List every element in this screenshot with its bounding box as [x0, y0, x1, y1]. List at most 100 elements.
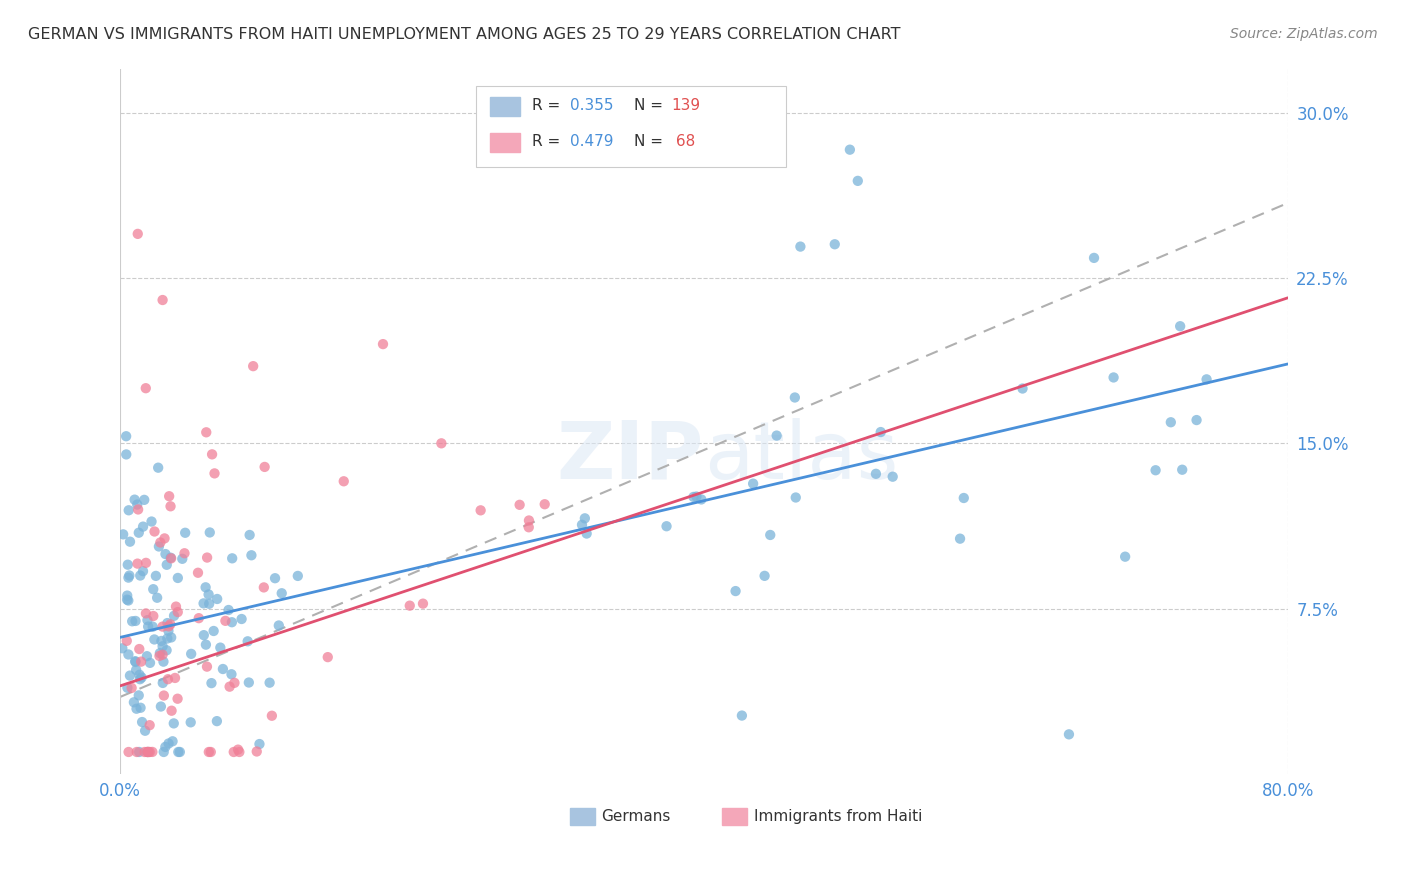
- Point: [239, 528, 262, 542]
- Point: [690, 492, 713, 507]
- Point: [371, 337, 394, 351]
- Point: [198, 597, 221, 611]
- Point: [156, 632, 179, 646]
- Point: [136, 745, 159, 759]
- Point: [204, 467, 226, 481]
- Point: [754, 569, 776, 583]
- Point: [165, 599, 187, 614]
- Point: [240, 548, 263, 562]
- Point: [169, 745, 191, 759]
- Point: [162, 734, 184, 748]
- Point: [142, 582, 165, 597]
- Point: [882, 469, 904, 483]
- Point: [118, 568, 141, 582]
- Point: [155, 547, 177, 561]
- Text: 68: 68: [672, 134, 696, 149]
- Point: [193, 596, 215, 610]
- Point: [117, 571, 139, 585]
- Point: [166, 691, 188, 706]
- Point: [153, 532, 176, 546]
- Point: [159, 550, 181, 565]
- Point: [117, 648, 139, 662]
- Point: [157, 737, 180, 751]
- Point: [574, 511, 596, 525]
- Point: [115, 447, 138, 461]
- Point: [125, 663, 148, 677]
- Point: [121, 681, 143, 695]
- Point: [148, 648, 170, 663]
- Text: R =: R =: [533, 134, 565, 149]
- Point: [1168, 319, 1191, 334]
- Point: [149, 535, 172, 549]
- Text: 139: 139: [672, 98, 700, 112]
- Point: [655, 519, 678, 533]
- Point: [742, 476, 765, 491]
- Point: [187, 611, 209, 625]
- Point: [139, 656, 162, 670]
- Point: [135, 381, 157, 395]
- Point: [221, 551, 243, 566]
- Point: [117, 745, 139, 759]
- Point: [846, 174, 869, 188]
- Point: [152, 619, 174, 633]
- Point: [682, 490, 704, 504]
- Point: [195, 550, 218, 565]
- Point: [136, 745, 159, 759]
- FancyBboxPatch shape: [569, 808, 596, 825]
- Point: [152, 745, 174, 759]
- Text: 0.355: 0.355: [569, 98, 613, 112]
- Point: [115, 633, 138, 648]
- Point: [122, 695, 145, 709]
- Point: [141, 745, 163, 759]
- Point: [1011, 382, 1033, 396]
- Point: [949, 532, 972, 546]
- Point: [316, 650, 339, 665]
- Point: [128, 745, 150, 759]
- Point: [783, 391, 806, 405]
- Point: [187, 566, 209, 580]
- Point: [132, 564, 155, 578]
- Point: [143, 524, 166, 539]
- Point: [236, 634, 259, 648]
- Point: [118, 503, 141, 517]
- Point: [160, 551, 183, 566]
- Point: [129, 672, 152, 686]
- Point: [135, 649, 157, 664]
- Point: [155, 739, 177, 754]
- Point: [157, 624, 180, 638]
- Point: [228, 745, 250, 759]
- Point: [430, 436, 453, 450]
- Point: [238, 675, 260, 690]
- Point: [136, 613, 159, 627]
- Point: [869, 425, 891, 439]
- Point: [509, 498, 531, 512]
- Text: Immigrants from Haiti: Immigrants from Haiti: [754, 809, 922, 824]
- Point: [267, 618, 290, 632]
- Point: [201, 447, 224, 461]
- Point: [138, 718, 160, 732]
- Point: [1083, 251, 1105, 265]
- Point: [785, 491, 807, 505]
- Point: [153, 689, 176, 703]
- Point: [132, 519, 155, 533]
- Point: [287, 569, 309, 583]
- Point: [143, 632, 166, 647]
- Point: [129, 700, 152, 714]
- Point: [202, 624, 225, 638]
- Point: [124, 655, 146, 669]
- Point: [129, 568, 152, 582]
- Point: [1195, 372, 1218, 386]
- Point: [155, 643, 177, 657]
- Point: [131, 714, 153, 729]
- Point: [173, 546, 195, 560]
- Point: [218, 603, 240, 617]
- Point: [163, 608, 186, 623]
- Point: [129, 655, 152, 669]
- Point: [1171, 463, 1194, 477]
- Point: [135, 607, 157, 621]
- Point: [118, 534, 141, 549]
- FancyBboxPatch shape: [477, 87, 786, 168]
- Point: [115, 589, 138, 603]
- Point: [148, 540, 170, 554]
- Point: [759, 528, 782, 542]
